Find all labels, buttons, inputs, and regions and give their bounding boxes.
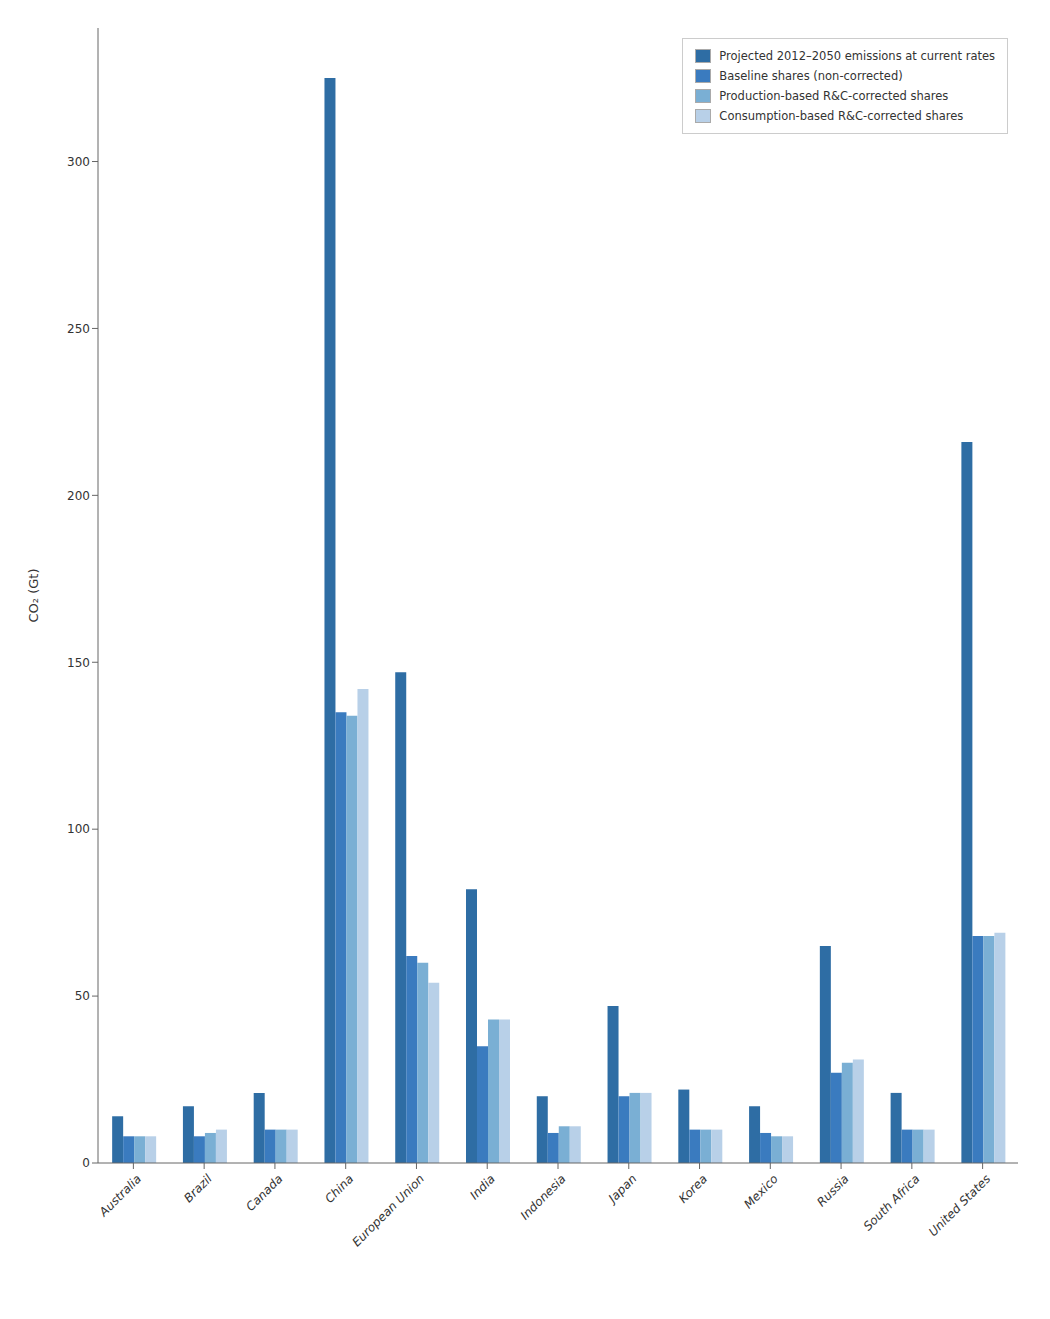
svg-text:Russia: Russia <box>814 1172 852 1210</box>
svg-text:0: 0 <box>82 1156 90 1170</box>
svg-text:100: 100 <box>67 822 90 836</box>
svg-text:150: 150 <box>67 656 90 670</box>
html-text:Baseline shares (non-corrected: Baseline shares (non-corrected) <box>719 69 903 83</box>
svg-text:Mexico: Mexico <box>741 1172 781 1212</box>
svg-text:South Africa: South Africa <box>861 1172 923 1234</box>
svg-text:European Union: European Union <box>349 1172 427 1250</box>
svg-text:50: 50 <box>75 989 90 1003</box>
svg-text:Indonesia: Indonesia <box>518 1172 569 1223</box>
html-text:Production-based R&C-corrected: Production-based R&C-corrected shares <box>719 89 949 103</box>
svg-text:Australia: Australia <box>96 1172 144 1220</box>
html-text:Projected 2012–2050 emissions: Projected 2012–2050 emissions at current… <box>719 49 995 63</box>
svg-text:250: 250 <box>67 322 90 336</box>
svg-text:United States: United States <box>926 1172 993 1239</box>
svg-text:CO₂ (Gt): CO₂ (Gt) <box>26 569 41 623</box>
svg-text:Korea: Korea <box>676 1172 710 1206</box>
svg-text:200: 200 <box>67 489 90 503</box>
svg-text:Japan: Japan <box>604 1172 639 1207</box>
svg-text:India: India <box>467 1172 498 1203</box>
svg-text:Brazil: Brazil <box>181 1171 215 1205</box>
svg-text:300: 300 <box>67 155 90 169</box>
svg-text:China: China <box>322 1172 356 1206</box>
html-text:Consumption-based R&C-correcte: Consumption-based R&C-corrected shares <box>719 109 964 123</box>
svg-text:Canada: Canada <box>243 1172 285 1214</box>
